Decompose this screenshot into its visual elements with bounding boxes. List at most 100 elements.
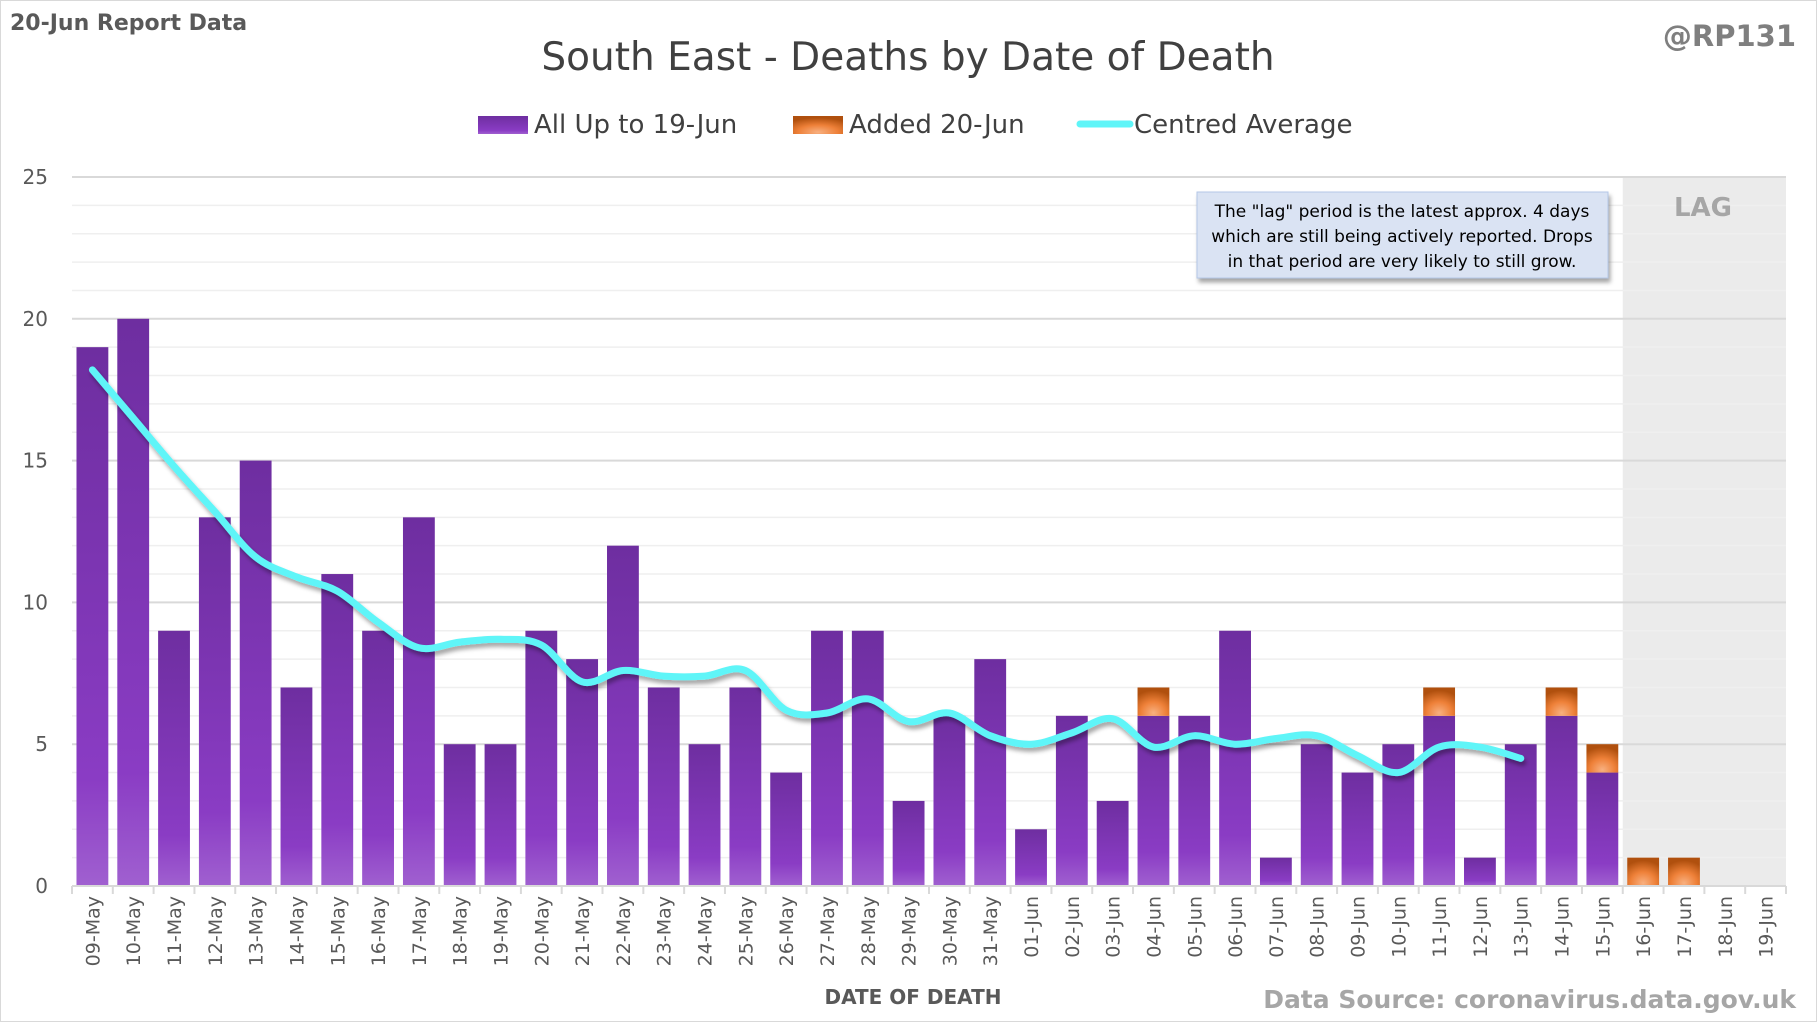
x-tick-label: 09-May bbox=[82, 896, 104, 966]
bars bbox=[76, 318, 1700, 886]
bar-all-up-to-19-jun bbox=[851, 630, 884, 886]
bar-all-up-to-19-jun bbox=[688, 744, 721, 886]
x-tick-label: 17-Jun bbox=[1674, 896, 1696, 958]
gridlines bbox=[72, 176, 1786, 859]
bar-added-20-jun bbox=[1423, 687, 1456, 716]
bar-all-up-to-19-jun bbox=[321, 574, 354, 886]
bar-added-20-jun bbox=[1668, 857, 1700, 886]
bar-added-20-jun bbox=[1137, 687, 1170, 716]
bar-all-up-to-19-jun bbox=[770, 772, 803, 886]
x-tick-label: 24-May bbox=[695, 896, 717, 966]
legend: All Up to 19-Jun Added 20-Jun Centred Av… bbox=[478, 110, 1352, 140]
bar-all-up-to-19-jun bbox=[484, 744, 517, 886]
x-tick-label: 16-May bbox=[368, 896, 390, 966]
x-tick-label: 28-May bbox=[858, 896, 880, 966]
x-tick-label: 19-May bbox=[491, 896, 513, 966]
bar-all-up-to-19-jun bbox=[1259, 857, 1292, 886]
x-tick-label: 11-Jun bbox=[1429, 896, 1451, 958]
x-tick-label: 16-Jun bbox=[1633, 896, 1655, 958]
bar-all-up-to-19-jun bbox=[1504, 744, 1537, 886]
x-tick-label: 18-May bbox=[450, 896, 472, 966]
bar-all-up-to-19-jun bbox=[729, 687, 762, 886]
y-tick-label: 5 bbox=[35, 732, 48, 756]
y-tick-label: 15 bbox=[23, 449, 48, 473]
bar-all-up-to-19-jun bbox=[1055, 715, 1088, 886]
x-tick-label: 15-May bbox=[327, 896, 349, 966]
x-tick-label: 04-Jun bbox=[1143, 896, 1165, 958]
y-tick-label: 10 bbox=[23, 590, 48, 614]
bar-all-up-to-19-jun bbox=[1341, 772, 1374, 886]
x-tick-label: 08-Jun bbox=[1307, 896, 1329, 958]
bar-all-up-to-19-jun bbox=[525, 630, 558, 886]
y-tick-label: 0 bbox=[35, 874, 48, 898]
x-tick-label: 13-May bbox=[246, 896, 268, 966]
bar-all-up-to-19-jun bbox=[1015, 829, 1047, 886]
x-tick-label: 27-May bbox=[817, 896, 839, 966]
x-tick-label: 05-Jun bbox=[1184, 896, 1206, 958]
x-tick-label: 21-May bbox=[572, 896, 594, 966]
legend-swatch-added bbox=[793, 116, 843, 134]
bar-all-up-to-19-jun bbox=[1586, 772, 1619, 886]
bar-all-up-to-19-jun bbox=[402, 517, 435, 886]
x-tick-label: 10-Jun bbox=[1388, 896, 1410, 958]
bar-all-up-to-19-jun bbox=[1178, 715, 1211, 886]
x-tick-label: 18-Jun bbox=[1715, 896, 1737, 958]
handle-label: @RP131 bbox=[1663, 19, 1796, 53]
bar-all-up-to-19-jun bbox=[892, 800, 925, 886]
bar-all-up-to-19-jun bbox=[811, 630, 843, 886]
x-tick-label: 12-May bbox=[205, 896, 227, 966]
x-tick-label: 30-May bbox=[939, 896, 961, 966]
x-tick-label: 20-May bbox=[531, 896, 553, 966]
x-tick-label: 07-Jun bbox=[1266, 896, 1288, 958]
annotation-line-2: which are still being actively reported.… bbox=[1211, 227, 1593, 247]
chart-title: South East - Deaths by Date of Death bbox=[541, 35, 1274, 80]
bar-all-up-to-19-jun bbox=[1464, 857, 1496, 886]
x-tick-label: 01-Jun bbox=[1021, 896, 1043, 958]
x-tick-label: 19-Jun bbox=[1756, 896, 1778, 958]
x-tick-label: 02-Jun bbox=[1062, 896, 1084, 958]
bar-all-up-to-19-jun bbox=[1096, 800, 1129, 886]
bar-all-up-to-19-jun bbox=[76, 347, 109, 886]
x-tick-label: 13-Jun bbox=[1511, 896, 1533, 958]
bar-all-up-to-19-jun bbox=[1423, 715, 1456, 886]
bar-added-20-jun bbox=[1545, 687, 1578, 716]
legend-label-base: All Up to 19-Jun bbox=[534, 110, 737, 140]
legend-swatch-base bbox=[478, 116, 528, 134]
x-tick-label: 15-Jun bbox=[1592, 896, 1614, 958]
y-tick-label: 25 bbox=[23, 165, 48, 189]
bar-all-up-to-19-jun bbox=[362, 630, 394, 886]
x-tick-label: 12-Jun bbox=[1470, 896, 1492, 958]
bar-all-up-to-19-jun bbox=[566, 659, 599, 886]
x-tick-label: 03-Jun bbox=[1103, 896, 1125, 958]
legend-label-average: Centred Average bbox=[1134, 110, 1352, 140]
x-tick-label: 23-May bbox=[654, 896, 676, 966]
bar-all-up-to-19-jun bbox=[443, 744, 476, 886]
legend-label-added: Added 20-Jun bbox=[849, 110, 1025, 140]
annotation-box: The "lag" period is the latest approx. 4… bbox=[1196, 191, 1609, 279]
x-tick-label: 14-Jun bbox=[1552, 896, 1574, 958]
bar-all-up-to-19-jun bbox=[1300, 744, 1333, 886]
x-tick-label: 11-May bbox=[164, 896, 186, 966]
y-tick-label: 20 bbox=[23, 307, 48, 331]
bar-all-up-to-19-jun bbox=[198, 517, 231, 886]
centred-average-line bbox=[88, 366, 1525, 777]
lag-label: LAG bbox=[1674, 193, 1732, 223]
bar-all-up-to-19-jun bbox=[280, 687, 313, 886]
axes: 0 5 10 15 20 25 09-May 10-May 11-May 12-May 13-May… bbox=[23, 165, 1787, 966]
annotation-line-3: in that period are very likely to still … bbox=[1228, 252, 1577, 272]
x-tick-label: 26-May bbox=[776, 896, 798, 966]
x-tick-label: 25-May bbox=[735, 896, 757, 966]
x-tick-label: 17-May bbox=[409, 896, 431, 966]
annotation-line-1: The "lag" period is the latest approx. 4… bbox=[1214, 202, 1590, 222]
corner-label: 20-Jun Report Data bbox=[10, 11, 247, 36]
bar-all-up-to-19-jun bbox=[158, 630, 190, 886]
x-tick-label: 29-May bbox=[899, 896, 921, 966]
bar-added-20-jun bbox=[1586, 744, 1619, 773]
x-tick-label: 31-May bbox=[980, 896, 1002, 966]
bar-all-up-to-19-jun bbox=[239, 460, 272, 886]
bar-added-20-jun bbox=[1627, 857, 1660, 886]
x-tick-label: 10-May bbox=[123, 896, 145, 966]
data-source: Data Source: coronavirus.data.gov.uk bbox=[1263, 985, 1797, 1014]
bar-all-up-to-19-jun bbox=[607, 545, 639, 886]
